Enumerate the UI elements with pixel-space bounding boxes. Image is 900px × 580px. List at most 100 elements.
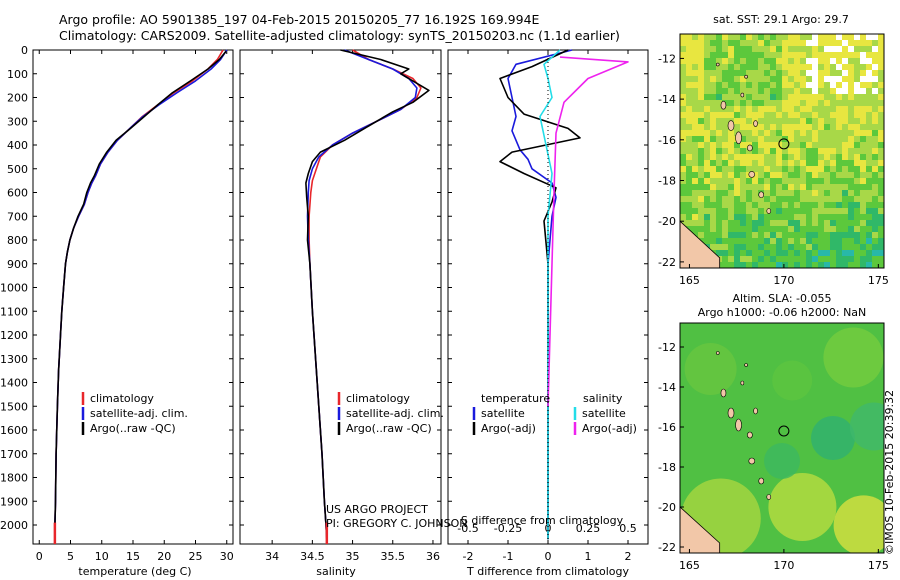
sst-cell bbox=[752, 52, 758, 58]
sst-cell bbox=[698, 202, 704, 208]
sst-cell bbox=[692, 58, 698, 64]
sst-cell bbox=[854, 64, 860, 70]
sst-cell bbox=[812, 172, 818, 178]
sst-cell bbox=[782, 238, 788, 244]
sst-cell bbox=[818, 136, 824, 142]
sst-cell bbox=[794, 94, 800, 100]
sst-cell bbox=[812, 184, 818, 190]
y-tick-label: 1400 bbox=[0, 377, 28, 390]
sst-cell bbox=[680, 112, 686, 118]
sst-cell bbox=[794, 172, 800, 178]
sst-cell bbox=[776, 88, 782, 94]
sst-cell bbox=[770, 100, 776, 106]
sst-cell bbox=[854, 232, 860, 238]
sst-cell bbox=[848, 34, 854, 40]
sst-cell bbox=[722, 118, 728, 124]
sst-cell bbox=[758, 148, 764, 154]
sst-cell bbox=[800, 256, 806, 262]
sst-cell bbox=[770, 178, 776, 184]
sst-cell bbox=[722, 76, 728, 82]
sst-cell bbox=[830, 64, 836, 70]
sst-cell bbox=[794, 136, 800, 142]
sst-cell bbox=[716, 58, 722, 64]
sst-cell bbox=[692, 220, 698, 226]
sst-cell bbox=[698, 112, 704, 118]
sst-cell bbox=[764, 172, 770, 178]
sst-cell bbox=[746, 70, 752, 76]
sst-cell bbox=[878, 196, 884, 202]
sst-cell bbox=[800, 142, 806, 148]
sst-cell bbox=[830, 94, 836, 100]
sst-cell bbox=[710, 94, 716, 100]
sst-cell bbox=[752, 250, 758, 256]
sst-cell bbox=[776, 136, 782, 142]
sst-cell bbox=[824, 106, 830, 112]
sst-cell bbox=[818, 250, 824, 256]
sst-cell bbox=[848, 250, 854, 256]
sst-cell bbox=[860, 64, 866, 70]
sst-cell bbox=[704, 208, 710, 214]
sst-cell bbox=[860, 70, 866, 76]
island bbox=[758, 477, 765, 485]
island bbox=[720, 100, 727, 110]
sst-cell bbox=[782, 76, 788, 82]
sst-cell bbox=[758, 214, 764, 220]
sst-cell bbox=[848, 184, 854, 190]
sst-cell bbox=[866, 220, 872, 226]
sst-cell bbox=[794, 256, 800, 262]
sst-cell bbox=[710, 112, 716, 118]
sst-cell bbox=[740, 64, 746, 70]
sst-cell bbox=[806, 88, 812, 94]
sst-cell bbox=[800, 154, 806, 160]
sst-cell bbox=[854, 190, 860, 196]
sst-cell bbox=[770, 202, 776, 208]
sst-cell bbox=[686, 46, 692, 52]
sst-cell bbox=[806, 148, 812, 154]
sst-cell bbox=[740, 202, 746, 208]
sst-cell bbox=[782, 244, 788, 250]
sst-cell bbox=[830, 220, 836, 226]
sst-cell bbox=[716, 220, 722, 226]
sst-cell bbox=[860, 244, 866, 250]
sst-cell bbox=[872, 226, 878, 232]
sst-cell bbox=[848, 208, 854, 214]
sst-cell bbox=[728, 58, 734, 64]
sst-cell bbox=[878, 190, 884, 196]
sla-blob bbox=[764, 443, 800, 479]
sst-cell bbox=[782, 220, 788, 226]
sst-cell bbox=[866, 118, 872, 124]
sst-cell bbox=[692, 82, 698, 88]
sst-cell bbox=[776, 118, 782, 124]
sst-cell bbox=[770, 142, 776, 148]
sst-cell bbox=[782, 256, 788, 262]
sst-cell bbox=[704, 142, 710, 148]
sst-cell bbox=[806, 256, 812, 262]
sst-cell bbox=[830, 148, 836, 154]
sst-cell bbox=[782, 160, 788, 166]
sst-cell bbox=[764, 70, 770, 76]
sst-cell bbox=[782, 64, 788, 70]
y-tick-label: 1600 bbox=[0, 424, 28, 437]
sst-cell bbox=[722, 262, 728, 268]
sst-cell bbox=[752, 190, 758, 196]
sst-cell bbox=[872, 256, 878, 262]
sst-cell bbox=[770, 88, 776, 94]
legend-label-t-argo: Argo(-adj) bbox=[481, 422, 536, 435]
sst-cell bbox=[794, 88, 800, 94]
sst-cell bbox=[716, 172, 722, 178]
sst-cell bbox=[872, 184, 878, 190]
sst-cell bbox=[746, 226, 752, 232]
sst-cell bbox=[818, 256, 824, 262]
sst-cell bbox=[782, 262, 788, 268]
sst-cell bbox=[866, 238, 872, 244]
sst-cell bbox=[812, 130, 818, 136]
sst-cell bbox=[716, 214, 722, 220]
sst-cell bbox=[872, 112, 878, 118]
sst-cell bbox=[824, 88, 830, 94]
sst-cell bbox=[848, 106, 854, 112]
sst-cell bbox=[782, 148, 788, 154]
sst-cell bbox=[752, 46, 758, 52]
sst-cell bbox=[806, 208, 812, 214]
sst-cell bbox=[788, 160, 794, 166]
sst-cell bbox=[746, 52, 752, 58]
